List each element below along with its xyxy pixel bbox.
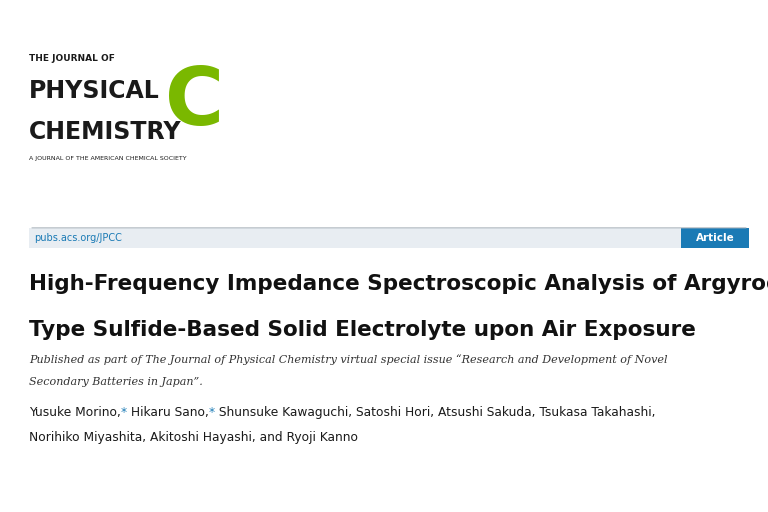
Text: Published as part of The Journal of Physical Chemistry virtual special issue “Re: Published as part of The Journal of Phys… — [29, 354, 667, 365]
Text: THE JOURNAL OF: THE JOURNAL OF — [29, 54, 115, 63]
Text: High-Frequency Impedance Spectroscopic Analysis of Argyrodite-: High-Frequency Impedance Spectroscopic A… — [29, 274, 768, 294]
Text: C: C — [165, 64, 224, 142]
Text: A JOURNAL OF THE AMERICAN CHEMICAL SOCIETY: A JOURNAL OF THE AMERICAN CHEMICAL SOCIE… — [29, 156, 187, 161]
Text: *: * — [209, 406, 215, 419]
FancyBboxPatch shape — [29, 228, 749, 248]
FancyBboxPatch shape — [681, 228, 749, 248]
Text: CHEMISTRY: CHEMISTRY — [29, 120, 182, 144]
Text: Shunsuke Kawaguchi, Satoshi Hori, Atsushi Sakuda, Tsukasa Takahashi,: Shunsuke Kawaguchi, Satoshi Hori, Atsush… — [215, 406, 656, 419]
Text: PHYSICAL: PHYSICAL — [29, 79, 160, 103]
Text: Hikaru Sano,: Hikaru Sano, — [127, 406, 209, 419]
Text: Type Sulfide-Based Solid Electrolyte upon Air Exposure: Type Sulfide-Based Solid Electrolyte upo… — [29, 320, 696, 340]
Text: Norihiko Miyashita, Akitoshi Hayashi, and Ryoji Kanno: Norihiko Miyashita, Akitoshi Hayashi, an… — [29, 431, 358, 444]
Text: pubs.acs.org/JPCC: pubs.acs.org/JPCC — [35, 233, 122, 243]
Text: Secondary Batteries in Japan”.: Secondary Batteries in Japan”. — [29, 377, 203, 388]
Text: Yusuke Morino,: Yusuke Morino, — [29, 406, 121, 419]
Text: *: * — [121, 406, 127, 419]
Text: Article: Article — [696, 233, 734, 243]
